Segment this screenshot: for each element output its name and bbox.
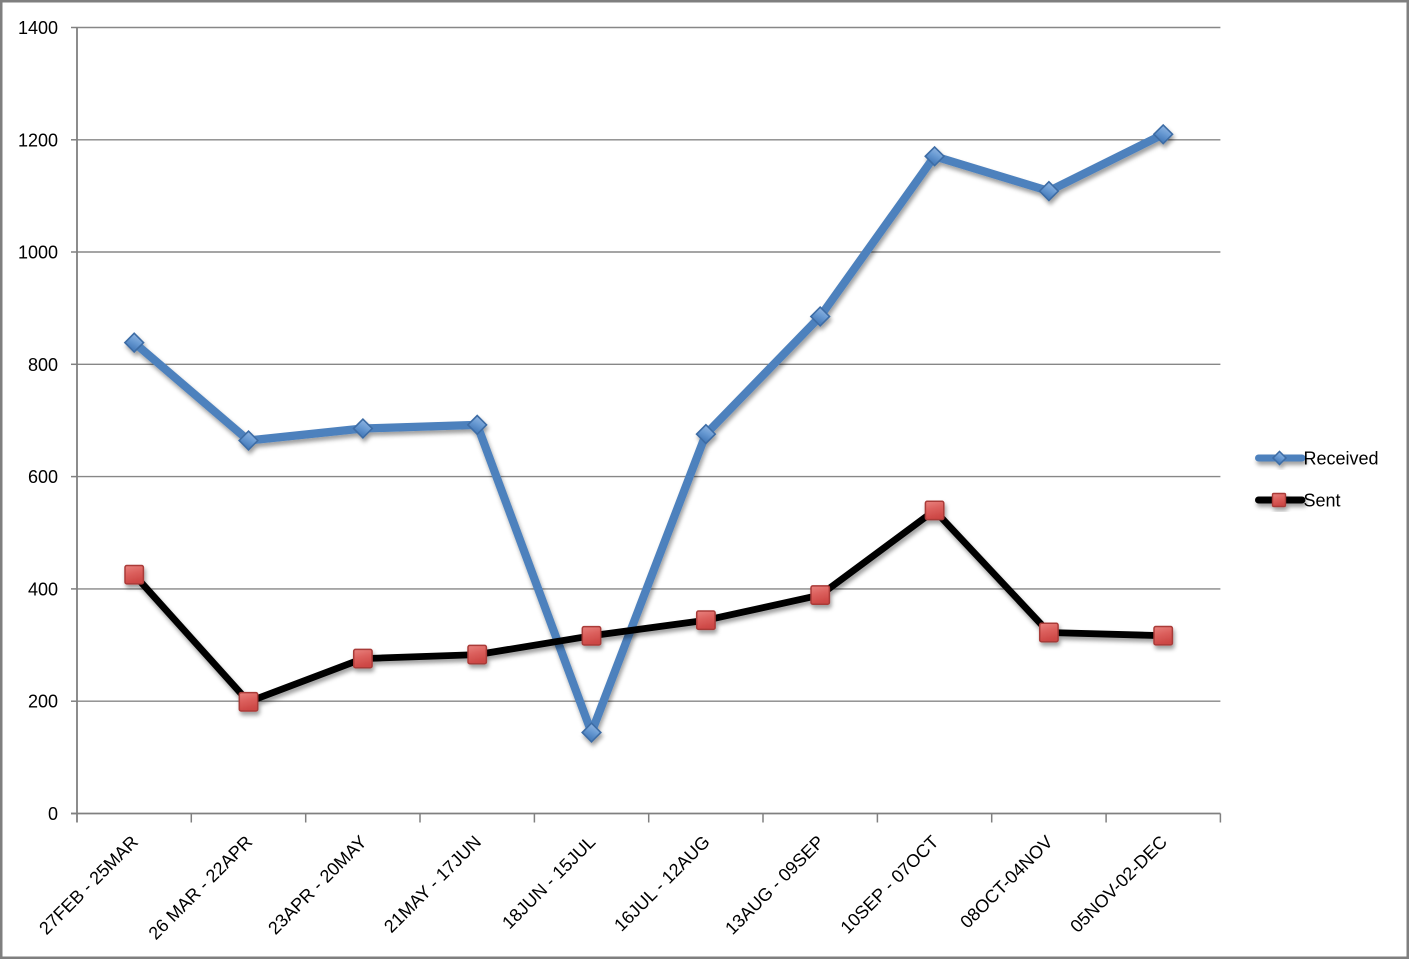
svg-text:800: 800: [28, 355, 58, 375]
svg-text:1200: 1200: [18, 130, 58, 150]
svg-text:Received: Received: [1304, 449, 1379, 469]
svg-text:Sent: Sent: [1304, 491, 1341, 511]
svg-text:600: 600: [28, 467, 58, 487]
svg-text:200: 200: [28, 692, 58, 712]
svg-text:1400: 1400: [18, 18, 58, 38]
svg-text:0: 0: [48, 804, 58, 824]
svg-text:1000: 1000: [18, 243, 58, 263]
svg-text:400: 400: [28, 579, 58, 599]
